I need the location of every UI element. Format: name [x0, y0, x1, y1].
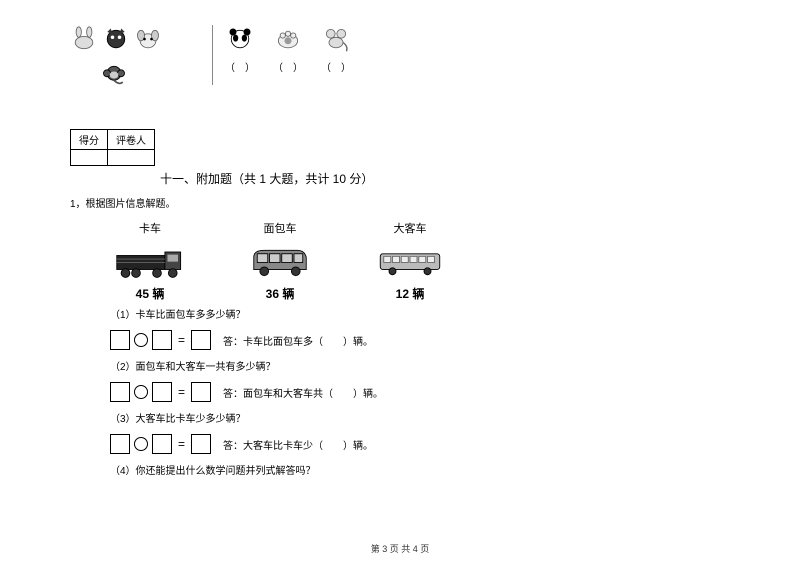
page-footer: 第 3 页 共 4 页 — [0, 542, 800, 555]
q1-text: （1）卡车比面包车多多少辆？ — [110, 308, 730, 324]
animal-mouse-icon — [322, 25, 350, 53]
blank-1: （ ） — [225, 59, 255, 74]
eq-sign: = — [176, 333, 187, 347]
q1-op — [134, 333, 148, 347]
animal-col-1: （ ） — [225, 25, 255, 74]
q3-op — [134, 437, 148, 451]
eq-sign: = — [176, 385, 187, 399]
q1-box3 — [191, 330, 211, 350]
question-prompt: 1，根据图片信息解题。 — [70, 195, 730, 210]
animal-cat-icon — [102, 25, 130, 53]
vehicle-truck: 卡车 45 辆 — [110, 220, 190, 302]
q3-answer: 答：大客车比卡车少（ ）辆。 — [223, 437, 373, 452]
bus-label: 大客车 — [394, 220, 427, 236]
bus-count: 12 辆 — [396, 285, 425, 302]
animal-monkey-icon — [100, 61, 128, 89]
blank-2: （ ） — [273, 59, 303, 74]
animal-col-3: （ ） — [321, 25, 351, 74]
animals-section: （ ） （ ） （ ） — [70, 25, 730, 89]
q3-box3 — [191, 434, 211, 454]
truck-count: 45 辆 — [136, 285, 165, 302]
truck-icon — [115, 245, 185, 280]
vertical-divider — [212, 25, 213, 85]
score-cell-1: 得分 — [71, 130, 108, 150]
score-table: 得分 评卷人 — [70, 129, 155, 166]
q2-op — [134, 385, 148, 399]
blank-3: （ ） — [321, 59, 351, 74]
animal-sheep-icon — [274, 25, 302, 53]
animal-dog-icon — [134, 25, 162, 53]
animals-right-group: （ ） （ ） （ ） — [225, 25, 351, 74]
vehicle-bus: 大客车 12 辆 — [370, 220, 450, 302]
van-icon — [245, 245, 315, 280]
vehicle-van: 面包车 36 辆 — [240, 220, 320, 302]
q3-box1 — [110, 434, 130, 454]
van-label: 面包车 — [264, 220, 297, 236]
q1-answer: 答：卡车比面包车多（ ）辆。 — [223, 333, 373, 348]
q2-text: （2）面包车和大客车一共有多少辆？ — [110, 360, 730, 376]
q2-box1 — [110, 382, 130, 402]
q2-box3 — [191, 382, 211, 402]
q4-text: （4）你还能提出什么数学问题并列式解答吗？ — [110, 464, 730, 480]
animals-left-group — [70, 25, 200, 89]
q3-text: （3）大客车比卡车少多少辆？ — [110, 412, 730, 428]
q3-equation: = 答：大客车比卡车少（ ）辆。 — [110, 434, 730, 454]
truck-label: 卡车 — [139, 220, 161, 236]
q1-box1 — [110, 330, 130, 350]
q2-equation: = 答：面包车和大客车共（ ）辆。 — [110, 382, 730, 402]
q2-answer: 答：面包车和大客车共（ ）辆。 — [223, 385, 383, 400]
bus-icon — [375, 245, 445, 280]
eq-sign: = — [176, 437, 187, 451]
score-blank-2 — [108, 150, 155, 166]
section-title: 十一、附加题（共 1 大题，共计 10 分） — [160, 170, 730, 187]
animal-col-2: （ ） — [273, 25, 303, 74]
q1-box2 — [152, 330, 172, 350]
q2-box2 — [152, 382, 172, 402]
score-blank-1 — [71, 150, 108, 166]
animal-rabbit-icon — [70, 25, 98, 53]
van-count: 36 辆 — [266, 285, 295, 302]
animal-panda-icon — [226, 25, 254, 53]
score-cell-2: 评卷人 — [108, 130, 155, 150]
q3-box2 — [152, 434, 172, 454]
vehicles-row: 卡车 45 辆 面包车 — [110, 220, 730, 302]
page-content: （ ） （ ） （ ） 得分 评卷人 十一、附加题 — [0, 0, 800, 480]
q1-equation: = 答：卡车比面包车多（ ）辆。 — [110, 330, 730, 350]
